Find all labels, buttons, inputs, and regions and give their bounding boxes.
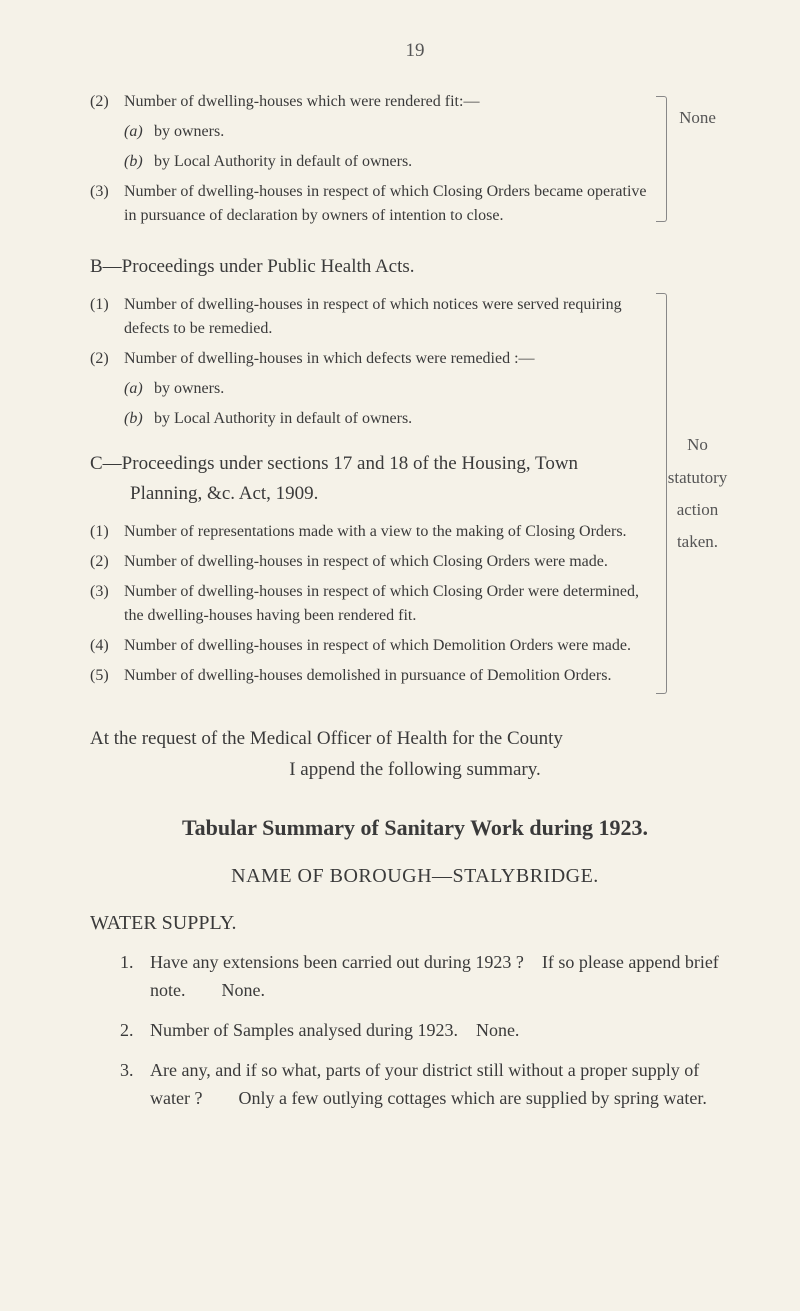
margin-line: action xyxy=(655,494,740,526)
bracket-bc xyxy=(656,293,667,694)
borough-title: NAME OF BOROUGH—STALYBRIDGE. xyxy=(90,865,740,888)
item-number: 3. xyxy=(120,1057,150,1113)
bracket-a xyxy=(656,96,667,222)
section-a-left: (2) Number of dwelling-houses which were… xyxy=(90,90,655,234)
marker: (1) xyxy=(90,520,124,544)
request-line-2: I append the following summary. xyxy=(90,755,740,785)
item-number: 1. xyxy=(120,949,150,1005)
tabular-summary-title: Tabular Summary of Sanitary Work during … xyxy=(90,815,740,841)
item-text: Number of dwelling-houses demolished in … xyxy=(124,664,611,688)
marker: (2) xyxy=(90,90,124,114)
marker: (4) xyxy=(90,634,124,658)
item-text: Number of Samples analysed during 1923. … xyxy=(150,1017,519,1045)
section-c-heading: C—Proceedings under sections 17 and 18 o… xyxy=(90,449,655,508)
water-item-2: 2. Number of Samples analysed during 192… xyxy=(90,1017,740,1045)
item-text: Are any, and if so what, parts of your d… xyxy=(150,1057,740,1113)
marker: (3) xyxy=(90,180,124,228)
item-text: Number of representations made with a vi… xyxy=(124,520,627,544)
water-item-3: 3. Are any, and if so what, parts of you… xyxy=(90,1057,740,1113)
marker: (1) xyxy=(90,293,124,341)
item-c4: (4) Number of dwelling-houses in respect… xyxy=(90,634,655,658)
item-b2a: (a) by owners. xyxy=(90,377,655,401)
water-supply-heading: WATER SUPPLY. xyxy=(90,912,740,935)
request-paragraph: At the request of the Medical Officer of… xyxy=(90,724,740,785)
marker: (5) xyxy=(90,664,124,688)
item-b2b: (b) by Local Authority in default of own… xyxy=(90,407,655,431)
margin-none: None xyxy=(655,90,740,128)
item-text: by owners. xyxy=(154,377,224,401)
section-c-margin: No statutory action taken. xyxy=(655,293,740,694)
marker: (a) xyxy=(124,377,154,401)
section-a-row: (2) Number of dwelling-houses which were… xyxy=(90,90,740,234)
section-b-heading: B—Proceedings under Public Health Acts. xyxy=(90,252,740,281)
item-text: Number of dwelling-houses which were ren… xyxy=(124,90,479,114)
marker: (a) xyxy=(124,120,154,144)
item-c2: (2) Number of dwelling-houses in respect… xyxy=(90,550,655,574)
section-bc-row: (1) Number of dwelling-houses in respect… xyxy=(90,293,740,694)
marker: (3) xyxy=(90,580,124,628)
item-text: by Local Authority in default of owners. xyxy=(154,150,412,174)
item-c1: (1) Number of representations made with … xyxy=(90,520,655,544)
item-text: Number of dwelling-houses in respect of … xyxy=(124,634,631,658)
item-a2a: (a) by owners. xyxy=(90,120,655,144)
marker: (2) xyxy=(90,347,124,371)
item-a3: (3) Number of dwelling-houses in respect… xyxy=(90,180,655,228)
section-bc-left: (1) Number of dwelling-houses in respect… xyxy=(90,293,655,694)
item-text: Number of dwelling-houses in respect of … xyxy=(124,293,655,341)
page-number: 19 xyxy=(90,40,740,62)
margin-line: No xyxy=(655,429,740,461)
marker: (2) xyxy=(90,550,124,574)
item-b2: (2) Number of dwelling-houses in which d… xyxy=(90,347,655,371)
item-text: Number of dwelling-houses in respect of … xyxy=(124,580,655,628)
item-a2: (2) Number of dwelling-houses which were… xyxy=(90,90,655,114)
item-a2b: (b) by Local Authority in default of own… xyxy=(90,150,655,174)
item-text: Have any extensions been carried out dur… xyxy=(150,949,740,1005)
request-line-1: At the request of the Medical Officer of… xyxy=(90,728,563,749)
item-c3: (3) Number of dwelling-houses in respect… xyxy=(90,580,655,628)
margin-line: statutory xyxy=(655,462,740,494)
item-text: Number of dwelling-houses in which defec… xyxy=(124,347,535,371)
document-page: 19 (2) Number of dwelling-houses which w… xyxy=(0,0,800,1185)
water-item-1: 1. Have any extensions been carried out … xyxy=(90,949,740,1005)
marker: (b) xyxy=(124,407,154,431)
item-b1: (1) Number of dwelling-houses in respect… xyxy=(90,293,655,341)
item-text: by Local Authority in default of owners. xyxy=(154,407,412,431)
item-text: Number of dwelling-houses in respect of … xyxy=(124,550,608,574)
item-text: by owners. xyxy=(154,120,224,144)
item-text: Number of dwelling-houses in respect of … xyxy=(124,180,655,228)
item-c5: (5) Number of dwelling-houses demolished… xyxy=(90,664,655,688)
item-number: 2. xyxy=(120,1017,150,1045)
margin-line: taken. xyxy=(655,526,740,558)
marker: (b) xyxy=(124,150,154,174)
